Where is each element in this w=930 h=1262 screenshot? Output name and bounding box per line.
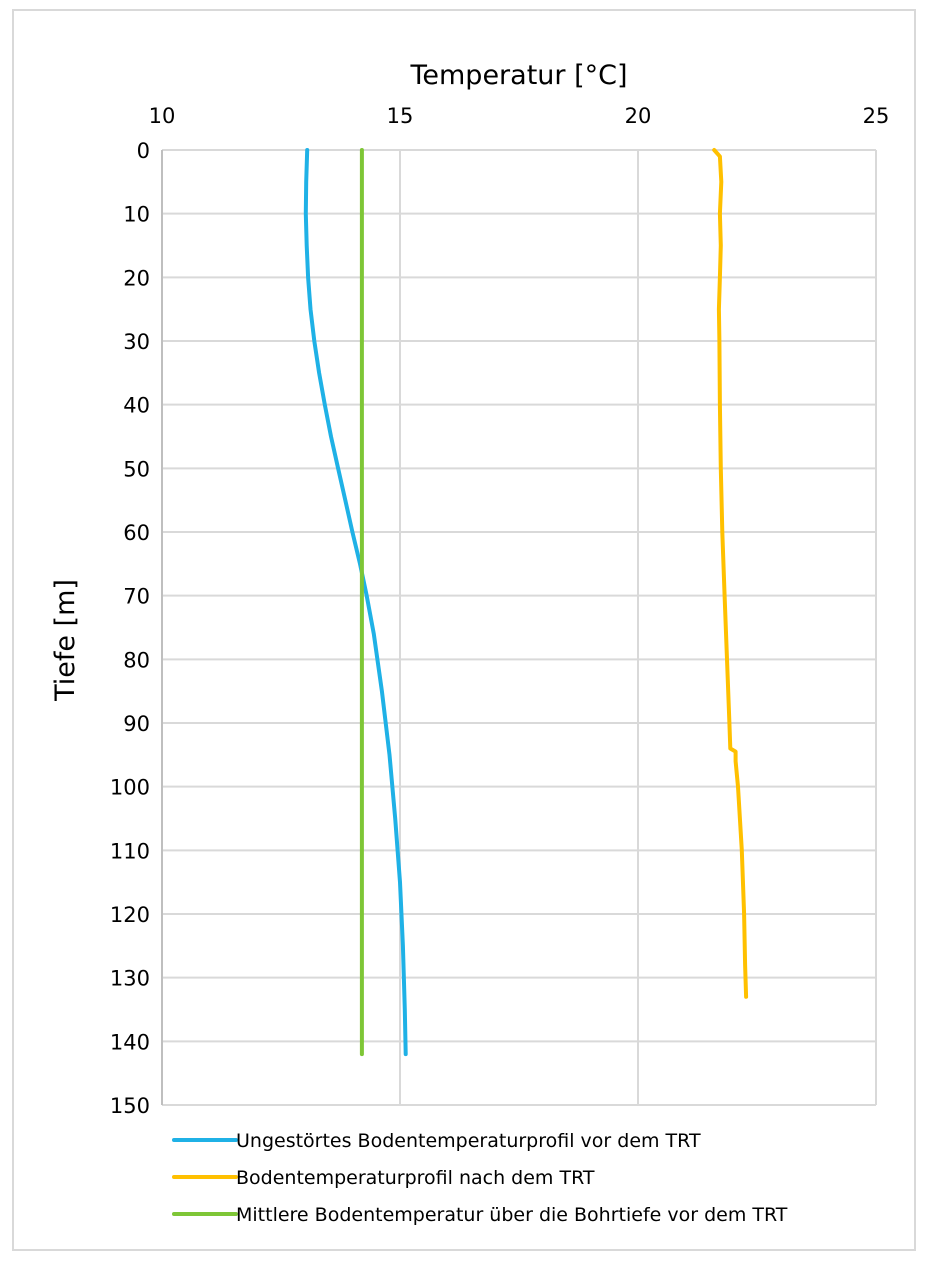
y-tick-label: 0 [137, 139, 150, 163]
y-tick-label: 130 [110, 967, 150, 991]
y-tick-label: 60 [123, 521, 150, 545]
y-tick-label: 70 [123, 585, 150, 609]
legend-label: Mittlere Bodentemperatur über die Bohrti… [236, 1204, 788, 1226]
y-tick-label: 40 [123, 394, 150, 418]
legend: Ungestörtes Bodentemperaturprofil vor de… [172, 1130, 788, 1226]
chart-frame: 0 10 20 30 40 50 60 70 80 90 100 110 120 130 140 150 10 1… [12, 9, 916, 1251]
y-tick-label: 10 [123, 203, 150, 227]
series-lines [303, 148, 749, 1057]
y-tick-label: 140 [110, 1030, 150, 1054]
y-tick-label: 20 [123, 266, 150, 290]
x-tick-label: 20 [625, 104, 652, 128]
y-tick-label: 150 [110, 1094, 150, 1118]
legend-label: Bodentemperaturprofil nach dem TRT [236, 1167, 595, 1189]
tick-labels: 0 10 20 30 40 50 60 70 80 90 100 110 120 130 140 150 10 1… [110, 104, 889, 1118]
x-tick-label: 10 [149, 104, 176, 128]
y-tick-label: 120 [110, 903, 150, 927]
x-tick-label: 25 [863, 104, 890, 128]
x-tick-label: 15 [387, 104, 414, 128]
x-axis-title: Temperatur [°C] [409, 60, 627, 91]
y-tick-label: 90 [123, 712, 150, 736]
legend-label: Ungestörtes Bodentemperaturprofil vor de… [236, 1130, 701, 1152]
grid [161, 149, 877, 1106]
chart: 0 10 20 30 40 50 60 70 80 90 100 110 120 130 140 150 10 1… [50, 60, 889, 1226]
y-tick-label: 50 [123, 457, 150, 481]
y-tick-label: 80 [123, 648, 150, 672]
y-tick-label: 110 [110, 839, 150, 863]
y-tick-label: 100 [110, 776, 150, 800]
series-line-2 [712, 148, 749, 999]
y-axis-title: Tiefe [m] [50, 579, 81, 702]
y-tick-label: 30 [123, 330, 150, 354]
series-line-1 [303, 148, 408, 1057]
